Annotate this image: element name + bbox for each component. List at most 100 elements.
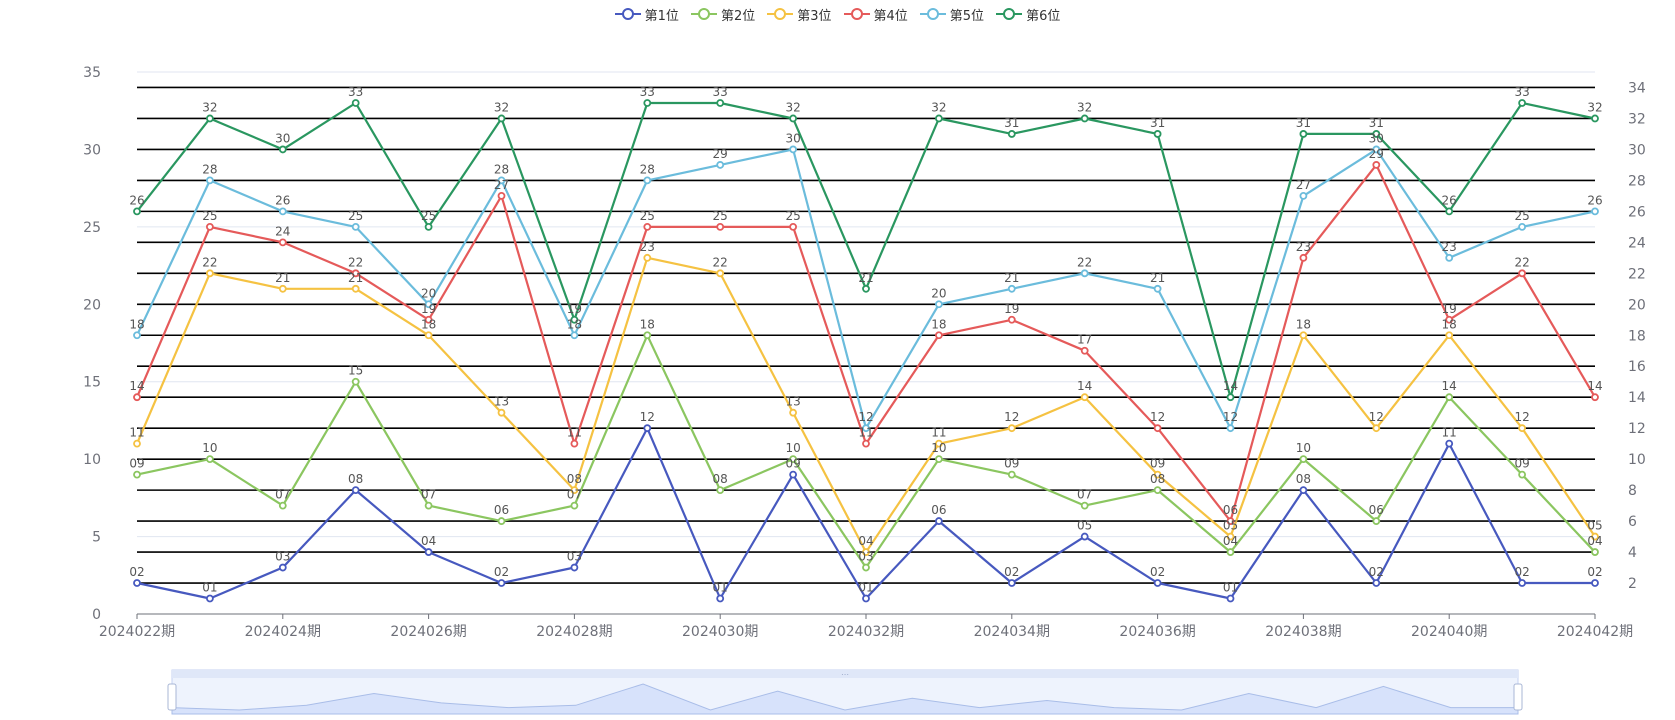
data-point xyxy=(1153,424,1162,433)
data-label: 24 xyxy=(275,224,290,238)
legend-marker-icon xyxy=(767,8,794,20)
right-tick-label: 4 xyxy=(1628,545,1637,561)
data-point xyxy=(351,284,360,293)
data-label: 02 xyxy=(1514,565,1529,579)
legend-item-6[interactable]: 第6位 xyxy=(996,4,1060,24)
data-point xyxy=(1153,284,1162,293)
data-label: 33 xyxy=(640,85,655,99)
data-label: 22 xyxy=(202,255,217,269)
data-label: 08 xyxy=(1296,472,1311,486)
data-point xyxy=(1226,594,1235,603)
data-label: 29 xyxy=(1369,147,1384,161)
right-tick-label: 10 xyxy=(1628,452,1646,468)
data-point xyxy=(1153,579,1162,587)
data-label: 06 xyxy=(494,503,509,517)
data-point xyxy=(643,424,652,433)
data-point xyxy=(716,269,725,278)
x-tick-label: 2024040期 xyxy=(1411,624,1487,640)
data-point xyxy=(1591,532,1599,541)
data-label: 18 xyxy=(640,317,655,331)
data-point xyxy=(1518,424,1526,433)
data-label: 20 xyxy=(421,286,436,300)
data-point xyxy=(1080,532,1089,541)
data-point xyxy=(1299,486,1308,495)
data-point xyxy=(1226,393,1235,402)
data-point xyxy=(1226,517,1235,525)
data-point xyxy=(205,114,214,123)
data-label: 21 xyxy=(275,271,290,285)
data-point xyxy=(424,222,433,231)
data-label: 12 xyxy=(1514,410,1529,424)
data-label: 01 xyxy=(1223,581,1238,595)
data-point xyxy=(497,114,506,123)
data-point xyxy=(570,315,579,324)
data-label: 11 xyxy=(931,426,946,440)
legend-item-3[interactable]: 第3位 xyxy=(767,4,832,24)
data-point xyxy=(643,253,652,262)
data-label: 25 xyxy=(202,209,217,223)
data-point xyxy=(862,284,870,293)
y-tick-label: 30 xyxy=(83,142,101,158)
zoom-handle-right xyxy=(1513,683,1523,711)
right-tick-label: 20 xyxy=(1628,297,1646,313)
data-point xyxy=(862,594,870,603)
data-label: 02 xyxy=(1150,565,1165,579)
x-tick-label: 2024030期 xyxy=(682,624,758,640)
data-label: 18 xyxy=(931,317,946,331)
data-label: 32 xyxy=(1077,100,1092,114)
data-label: 27 xyxy=(494,178,509,192)
data-label: 22 xyxy=(348,255,363,269)
y-tick-label: 25 xyxy=(83,220,101,236)
data-point xyxy=(1518,579,1526,587)
data-label: 18 xyxy=(1296,317,1311,331)
data-point xyxy=(351,99,360,107)
data-point xyxy=(424,300,433,309)
legend-marker-icon xyxy=(996,8,1023,20)
right-tick-label: 28 xyxy=(1628,173,1646,189)
data-point xyxy=(643,176,652,185)
data-point xyxy=(935,517,943,525)
data-label: 32 xyxy=(785,100,800,114)
data-point xyxy=(570,563,579,572)
data-point xyxy=(1007,470,1016,479)
data-point xyxy=(1080,501,1089,510)
data-label: 19 xyxy=(421,302,436,316)
data-label: 28 xyxy=(202,162,217,176)
data-point xyxy=(205,176,214,185)
legend-marker-icon xyxy=(919,8,946,20)
legend-item-1[interactable]: 第1位 xyxy=(614,4,679,24)
data-point xyxy=(1372,579,1381,587)
data-label: 23 xyxy=(1296,240,1311,254)
data-point xyxy=(1226,424,1235,433)
data-label: 23 xyxy=(640,240,655,254)
x-tick-label: 2024034期 xyxy=(974,624,1050,640)
data-label: 22 xyxy=(1077,255,1092,269)
data-label: 11 xyxy=(129,426,144,440)
legend-marker-icon xyxy=(843,8,870,20)
series-layer xyxy=(133,99,1599,603)
legend-item-5[interactable]: 第5位 xyxy=(919,4,984,24)
data-label: 32 xyxy=(931,100,946,114)
data-label: 11 xyxy=(858,426,873,440)
data-label: 32 xyxy=(494,100,509,114)
legend-item-4[interactable]: 第4位 xyxy=(843,4,908,24)
legend-item-2[interactable]: 第2位 xyxy=(690,4,756,24)
legend-label: 第2位 xyxy=(720,8,756,24)
data-point xyxy=(1080,269,1089,278)
data-label: 25 xyxy=(785,209,800,223)
data-zoom-slider[interactable]: ⋯ xyxy=(167,669,1523,715)
data-label: 09 xyxy=(1514,457,1529,471)
data-point xyxy=(205,594,214,603)
x-tick-label: 2024022期 xyxy=(99,624,175,640)
data-point xyxy=(1591,207,1599,216)
data-point xyxy=(133,393,141,402)
data-label: 27 xyxy=(1296,178,1311,192)
data-label: 33 xyxy=(713,85,728,99)
data-point xyxy=(1591,393,1599,402)
data-label: 14 xyxy=(1587,379,1602,393)
legend-label: 第4位 xyxy=(873,8,908,24)
data-label: 14 xyxy=(129,379,144,393)
data-label: 04 xyxy=(858,534,873,548)
data-point xyxy=(497,408,506,417)
data-label: 10 xyxy=(785,441,800,455)
